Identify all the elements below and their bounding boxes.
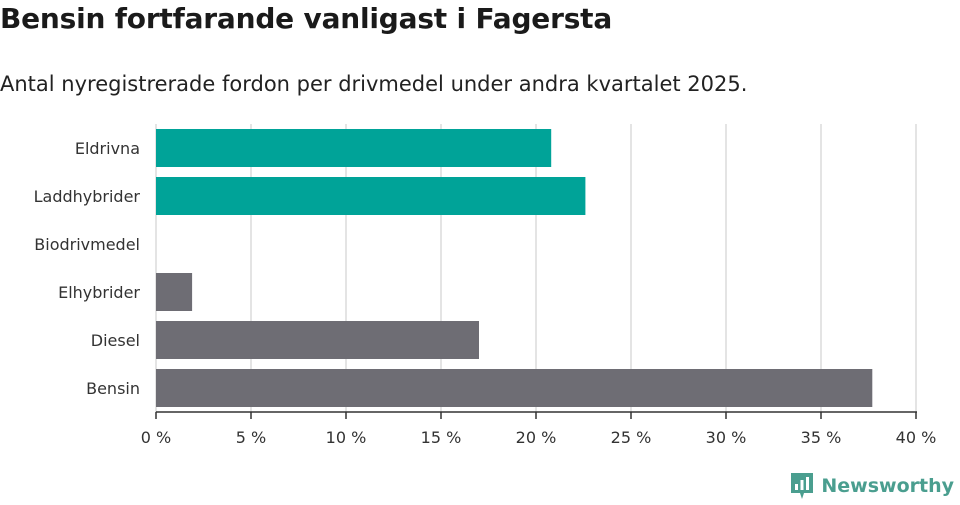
x-axis: 0 % 5 % 10 % 15 % 20 % 25 % 30 % 35 % 40 % bbox=[141, 411, 937, 447]
category-label: Elhybrider bbox=[58, 283, 140, 302]
bar-diesel bbox=[156, 321, 479, 359]
chart-title: Bensin fortfarande vanligast i Fagersta bbox=[0, 2, 613, 35]
x-tick-label: 20 % bbox=[516, 428, 557, 447]
category-label: Laddhybrider bbox=[34, 187, 141, 206]
brand-logo: Newsworthy bbox=[789, 471, 954, 501]
bar-laddhybrider bbox=[156, 177, 586, 215]
x-tick-label: 0 % bbox=[141, 428, 171, 447]
x-tick-label: 15 % bbox=[421, 428, 462, 447]
x-tick-label: 10 % bbox=[326, 428, 367, 447]
x-tick-label: 25 % bbox=[611, 428, 652, 447]
x-tick-label: 5 % bbox=[236, 428, 266, 447]
newsworthy-logo-icon bbox=[791, 473, 814, 499]
category-label: Eldrivna bbox=[75, 139, 140, 158]
category-label: Bensin bbox=[86, 379, 140, 398]
x-tick-label: 40 % bbox=[896, 428, 937, 447]
bar-elhybrider bbox=[156, 273, 193, 311]
bar-bensin bbox=[156, 369, 873, 407]
bar-eldrivna bbox=[156, 129, 552, 167]
chart-subtitle: Antal nyregistrerade fordon per drivmede… bbox=[0, 72, 748, 96]
brand-name: Newsworthy bbox=[821, 475, 954, 497]
category-label: Biodrivmedel bbox=[34, 235, 140, 254]
x-tick-label: 35 % bbox=[801, 428, 842, 447]
category-label: Diesel bbox=[91, 331, 140, 350]
x-tick-label: 30 % bbox=[706, 428, 747, 447]
gridlines bbox=[155, 124, 917, 412]
bars bbox=[156, 129, 873, 407]
category-labels: Eldrivna Laddhybrider Biodrivmedel Elhybrid… bbox=[34, 139, 141, 398]
